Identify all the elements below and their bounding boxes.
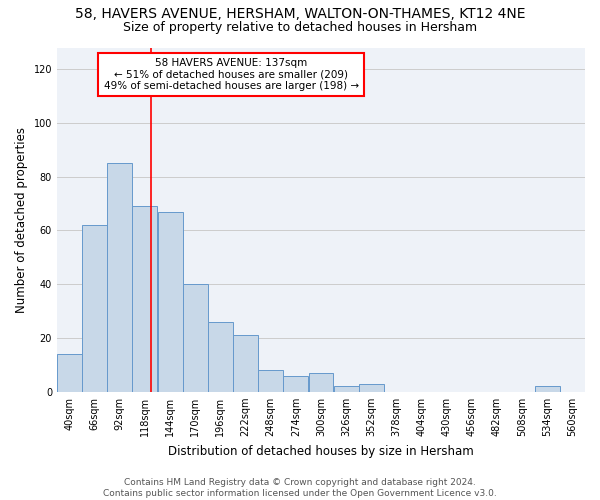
Bar <box>208 322 233 392</box>
X-axis label: Distribution of detached houses by size in Hersham: Distribution of detached houses by size … <box>168 444 474 458</box>
Bar <box>82 225 107 392</box>
Text: Size of property relative to detached houses in Hersham: Size of property relative to detached ho… <box>123 21 477 34</box>
Bar <box>158 212 182 392</box>
Bar <box>258 370 283 392</box>
Bar <box>308 373 334 392</box>
Text: Contains HM Land Registry data © Crown copyright and database right 2024.
Contai: Contains HM Land Registry data © Crown c… <box>103 478 497 498</box>
Bar <box>183 284 208 392</box>
Bar <box>133 206 157 392</box>
Y-axis label: Number of detached properties: Number of detached properties <box>15 126 28 312</box>
Bar <box>233 336 258 392</box>
Bar <box>359 384 383 392</box>
Text: 58 HAVERS AVENUE: 137sqm
← 51% of detached houses are smaller (209)
49% of semi-: 58 HAVERS AVENUE: 137sqm ← 51% of detach… <box>104 58 359 91</box>
Bar <box>535 386 560 392</box>
Bar <box>107 163 132 392</box>
Bar <box>283 376 308 392</box>
Text: 58, HAVERS AVENUE, HERSHAM, WALTON-ON-THAMES, KT12 4NE: 58, HAVERS AVENUE, HERSHAM, WALTON-ON-TH… <box>75 8 525 22</box>
Bar <box>57 354 82 392</box>
Bar <box>334 386 359 392</box>
